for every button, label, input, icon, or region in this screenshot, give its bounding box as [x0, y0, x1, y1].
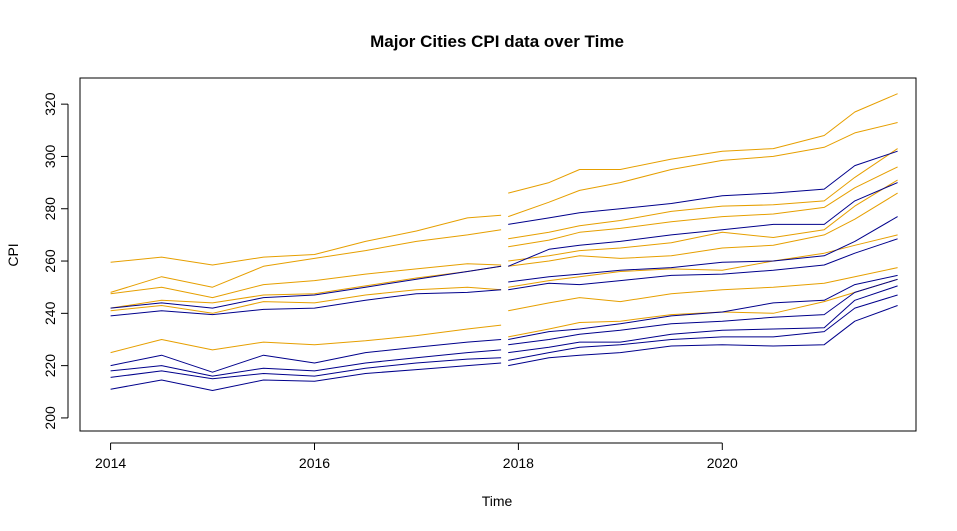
- series-line-blue-10: [110, 349, 502, 377]
- y-tick-label: 320: [42, 92, 58, 116]
- series-line-blue-11: [110, 357, 502, 380]
- plot-frame: [79, 77, 917, 432]
- series-line-orange-20: [508, 267, 898, 312]
- series-line-orange-16: [508, 166, 898, 248]
- y-tick-label: 200: [42, 406, 58, 430]
- series-line-blue-12: [110, 362, 502, 391]
- y-tick-label: 260: [42, 249, 58, 273]
- chart-title: Major Cities CPI data over Time: [370, 32, 624, 51]
- series-line-blue-25: [508, 238, 898, 291]
- series-line-blue-8: [110, 289, 502, 317]
- series-line-orange-5: [110, 286, 502, 314]
- y-tick-label: 280: [42, 197, 58, 221]
- x-tick-label: 2018: [503, 455, 534, 471]
- series-line-orange-3: [110, 263, 502, 299]
- series-line-blue-27: [508, 278, 898, 346]
- y-axis: 200 220 240 260 280 300 320: [42, 92, 69, 430]
- series-line-blue-7: [110, 265, 502, 309]
- x-axis-label: Time: [482, 493, 513, 509]
- series-line-blue-30: [508, 305, 898, 367]
- y-axis-label: CPI: [5, 243, 21, 266]
- y-tick-label: 300: [42, 145, 58, 169]
- series-line-orange-18: [508, 192, 898, 267]
- series-line-orange-21: [508, 278, 898, 338]
- series-line-orange-14: [508, 122, 898, 218]
- x-tick-label: 2020: [707, 455, 738, 471]
- x-axis: 2014 2016 2018 2020: [95, 442, 738, 471]
- series-line-blue-24: [508, 216, 898, 283]
- series-line-blue-9: [110, 339, 502, 373]
- y-tick-label: 240: [42, 301, 58, 325]
- x-tick-label: 2014: [95, 455, 126, 471]
- series-line-blue-28: [508, 285, 898, 354]
- y-tick-label: 220: [42, 354, 58, 378]
- x-tick-label: 2016: [299, 455, 330, 471]
- series-line-blue-22: [508, 150, 898, 225]
- series-line-blue-26: [508, 274, 898, 340]
- series-line-orange-4: [110, 265, 502, 309]
- series-line-orange-15: [508, 148, 898, 240]
- series-line-orange-19: [508, 234, 898, 288]
- series-group: [110, 93, 898, 391]
- series-line-orange-13: [508, 93, 898, 194]
- series-line-blue-29: [508, 294, 898, 361]
- series-line-orange-2: [110, 229, 502, 293]
- series-line-orange-17: [508, 179, 898, 262]
- series-line-orange-1: [110, 214, 502, 266]
- series-line-blue-23: [508, 182, 898, 267]
- series-line-orange-6: [110, 324, 502, 354]
